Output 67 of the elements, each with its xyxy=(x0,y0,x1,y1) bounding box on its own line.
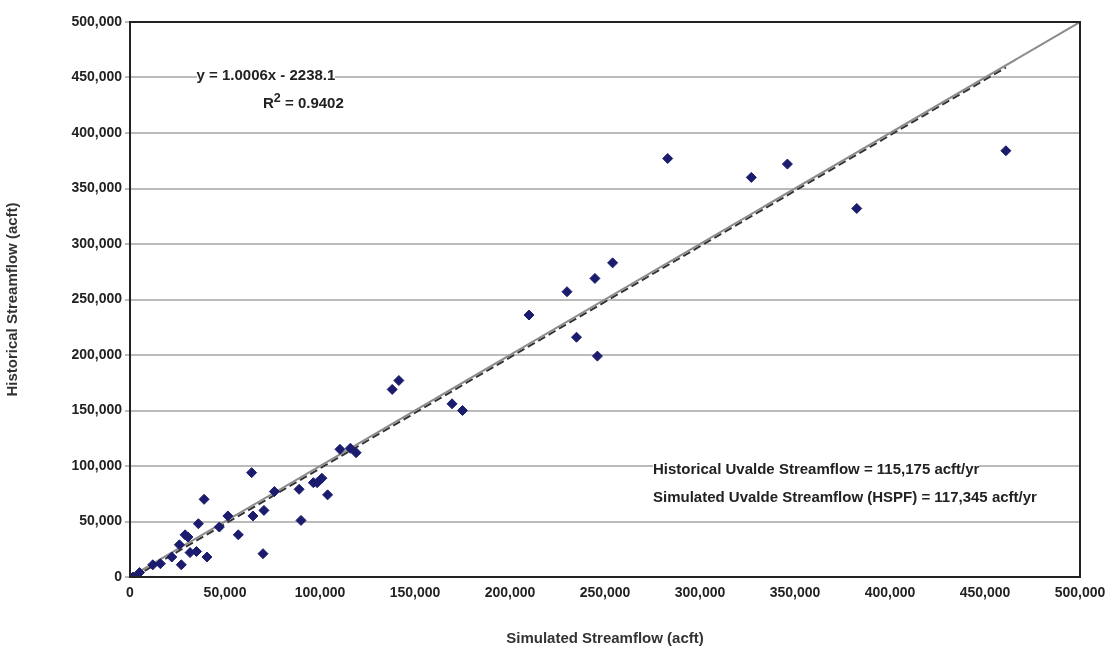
point xyxy=(191,545,202,557)
point xyxy=(134,567,145,577)
y-tick-label: 300,000 xyxy=(71,234,123,251)
y-tick-label: 100,000 xyxy=(71,456,123,473)
point xyxy=(293,483,305,495)
x-tick-label: 500,000 xyxy=(1054,584,1106,601)
point xyxy=(1000,145,1012,157)
y-tick-label: 500,000 xyxy=(71,12,123,29)
x-tick-label: 300,000 xyxy=(674,584,726,601)
x-tick-label: 450,000 xyxy=(959,584,1011,601)
point xyxy=(222,510,234,522)
y-tick-label: 450,000 xyxy=(71,68,123,85)
point xyxy=(322,489,334,501)
point xyxy=(316,472,328,484)
x-tick-label: 350,000 xyxy=(769,584,821,601)
point xyxy=(213,521,225,533)
point xyxy=(851,202,863,214)
annotation: Simulated Uvalde Streamflow (HSPF) = 117,345 acft/yr xyxy=(653,488,1037,507)
y-tick-label: 200,000 xyxy=(71,345,123,362)
point xyxy=(591,350,603,362)
point xyxy=(386,383,398,395)
point xyxy=(350,447,362,459)
point xyxy=(166,551,178,563)
y-tick-label: 50,000 xyxy=(79,512,123,529)
y-tick-label: 150,000 xyxy=(71,401,123,418)
x-tick-label: 400,000 xyxy=(864,584,916,601)
point xyxy=(571,331,582,343)
point xyxy=(662,153,674,165)
x-tick-label: 0 xyxy=(126,584,135,601)
x-tick-label: 50,000 xyxy=(203,584,247,601)
y-tick-label: 350,000 xyxy=(71,179,123,196)
y-tick-label: 0 xyxy=(114,567,123,584)
point xyxy=(344,442,356,454)
point xyxy=(607,257,619,269)
point xyxy=(173,539,185,551)
point xyxy=(232,529,244,541)
point xyxy=(393,375,405,387)
point xyxy=(246,467,258,479)
x-tick-label: 250,000 xyxy=(579,584,631,601)
point xyxy=(334,443,346,455)
point xyxy=(781,158,793,170)
annotation: y = 1.0006x - 2238.1 xyxy=(196,66,336,85)
point xyxy=(589,272,601,284)
point xyxy=(147,559,159,571)
point xyxy=(247,510,259,522)
point xyxy=(561,286,573,298)
point xyxy=(198,493,210,505)
point xyxy=(268,486,280,498)
annotation: R$^{2}$ = 0.9402 xyxy=(263,88,344,112)
x-tick-label: 150,000 xyxy=(389,584,441,601)
x-tick-label: 100,000 xyxy=(294,584,346,601)
point xyxy=(295,514,307,526)
point xyxy=(175,559,187,571)
point xyxy=(257,548,269,560)
y-tick-label: 250,000 xyxy=(71,290,123,307)
x-tick-label: 200,000 xyxy=(484,584,536,601)
annotation: Historical Uvalde Streamflow = 115,175 acft/yr xyxy=(653,460,980,479)
y-axis-title: Historical Streamflow (acft) xyxy=(3,202,21,397)
point xyxy=(201,551,213,563)
x-axis-title: Simulated Streamflow (acft) xyxy=(506,629,704,647)
point xyxy=(446,398,458,410)
point xyxy=(523,309,535,321)
point xyxy=(258,504,270,516)
point xyxy=(745,171,757,183)
point xyxy=(457,405,468,416)
point xyxy=(192,518,204,530)
y-tick-label: 400,000 xyxy=(71,123,123,140)
